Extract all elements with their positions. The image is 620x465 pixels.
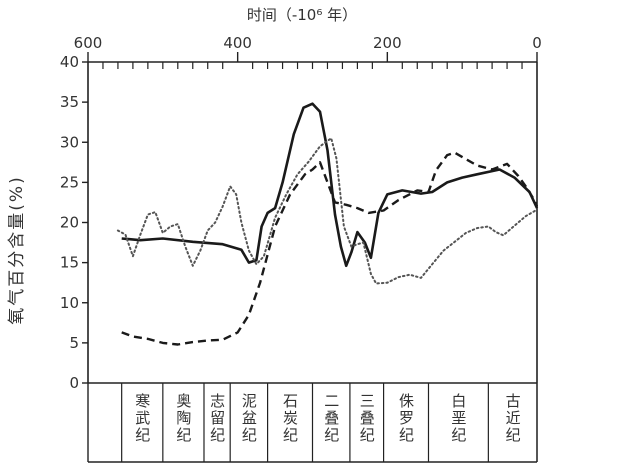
y-tick-label: 10	[60, 294, 79, 312]
y-tick-label: 5	[69, 334, 79, 352]
series-group	[116, 102, 539, 346]
period-label: 奥陶纪	[174, 393, 192, 444]
period-label: 二叠纪	[322, 393, 340, 444]
period-label: 古近纪	[504, 393, 522, 444]
y-tick-label: 0	[69, 374, 79, 392]
period-label: 泥盆纪	[240, 393, 258, 444]
period-label: 白垩纪	[449, 393, 467, 444]
period-label: 三叠纪	[358, 393, 376, 444]
x-tick-label: 400	[223, 34, 252, 52]
y-axis: 0 5 10 15 20 25 30 35 40	[60, 53, 88, 392]
x-tick-label: 0	[532, 34, 542, 52]
y-tick-label: 40	[60, 53, 79, 71]
solid-series-line	[121, 102, 539, 268]
top-time-axis: 600 400 200 0	[74, 34, 542, 69]
y-tick-label: 35	[60, 93, 79, 111]
y-tick-label: 30	[60, 133, 79, 151]
geologic-period-table: 寒武纪 奥陶纪 志留纪 泥盆纪 石炭纪 二叠纪 三叠纪 侏罗纪 白垩纪 古近纪	[87, 383, 538, 463]
y-tick-label: 20	[60, 214, 79, 232]
dashed-series-line	[121, 151, 539, 346]
y-axis-label: 氧气百分含量(%)	[7, 175, 27, 324]
period-label: 石炭纪	[281, 393, 299, 444]
axes	[87, 61, 538, 384]
top-axis-label: 时间（-10⁶ 年）	[247, 6, 357, 24]
dotted-series-line	[116, 137, 538, 285]
period-label: 寒武纪	[133, 392, 151, 444]
y-tick-label: 15	[60, 254, 79, 272]
period-label: 侏罗纪	[397, 393, 415, 444]
y-tick-label: 25	[60, 173, 79, 191]
x-tick-label: 200	[373, 34, 402, 52]
x-tick-label: 600	[74, 34, 103, 52]
period-label: 志留纪	[208, 393, 226, 444]
